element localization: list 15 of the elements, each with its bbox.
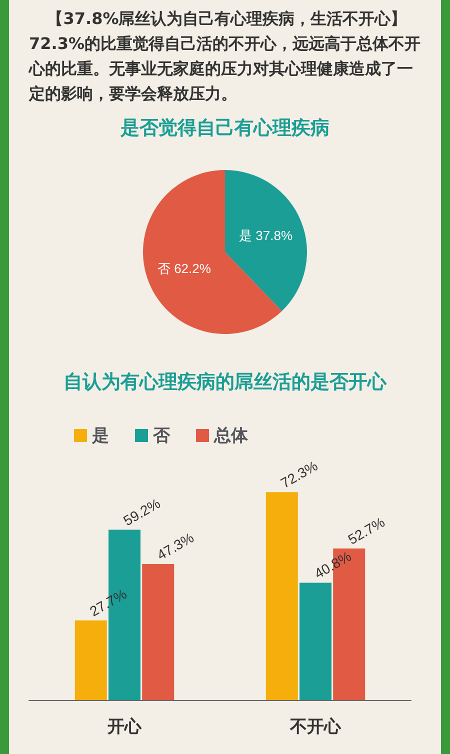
bar [74, 620, 107, 700]
legend-label: 总体 [213, 426, 249, 445]
x-tick-label: 不开心 [289, 717, 342, 736]
bar [300, 582, 332, 700]
legend-label: 是 [91, 426, 109, 445]
chart-title: 自认为有心理疾病的屌丝活的是否开心 [64, 371, 388, 393]
slice-label: 否 62.2% [157, 260, 212, 276]
legend-label: 否 [152, 426, 171, 445]
text: 72.3%的比重觉得自己活的不开心，远远高于总体不开心的比重。无事业无家庭的压力对其心理健康造成了一定的影响，要学会释放压力。 [29, 33, 422, 105]
slice-label: 是 37.8% [239, 228, 293, 244]
x-tick-label: 开心 [106, 717, 142, 736]
bar [142, 564, 174, 700]
text: 【37.8%屌丝认为自己有心理疾病，生活不开心】 [46, 8, 408, 30]
chart-title: 是否觉得自己有心理疾病 [120, 117, 330, 139]
bar [266, 492, 298, 700]
